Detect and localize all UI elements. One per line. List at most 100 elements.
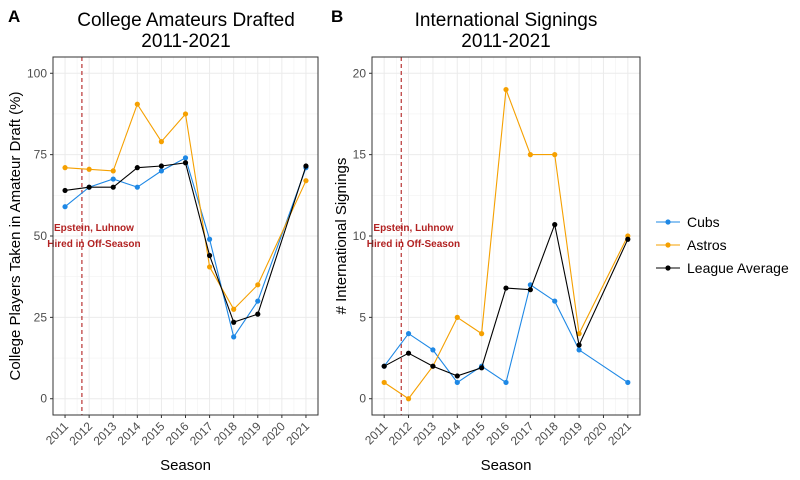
data-point-astros (381, 379, 387, 386)
series-line-astros (64, 102, 307, 311)
y-tick-label: 0 (359, 392, 366, 406)
data-point-cubs (552, 298, 558, 304)
data-point-cubs (182, 155, 189, 161)
x-tick-label: 2012 (66, 419, 95, 448)
data-point-astros (182, 111, 189, 117)
data-point-astros (405, 396, 412, 402)
y-tick-label: 10 (353, 229, 367, 243)
panel-label: B (331, 7, 343, 26)
data-point-league-average (86, 184, 92, 190)
data-point-astros (255, 282, 261, 288)
data-point-league-average (255, 311, 261, 317)
x-tick-label: 2017 (508, 419, 537, 448)
data-point-cubs (62, 204, 68, 210)
x-tick-label: 2019 (556, 419, 585, 448)
y-tick-label: 25 (34, 310, 48, 324)
data-point-astros (134, 101, 140, 107)
data-point-cubs (255, 298, 261, 304)
series-line-astros (383, 89, 629, 400)
data-point-league-average (405, 350, 412, 356)
legend: Cubs Astros League Average (656, 214, 789, 276)
y-tick-label: 75 (34, 148, 48, 162)
legend-key-point-cubs (665, 219, 671, 225)
data-point-astros (576, 331, 582, 337)
x-tick-label: 2018 (211, 419, 240, 448)
data-point-astros (454, 314, 460, 320)
data-point-league-average (62, 187, 68, 194)
series-line-league-average (383, 222, 629, 377)
data-point-astros (231, 306, 237, 312)
data-point-cubs (576, 347, 582, 353)
x-tick-label: 2016 (483, 419, 512, 448)
data-point-league-average (134, 165, 140, 171)
x-tick-label: 2015 (139, 419, 168, 448)
data-point-league-average (503, 285, 509, 291)
data-point-astros (503, 86, 509, 93)
data-point-astros (62, 165, 68, 171)
x-axis-title: Season (481, 457, 532, 474)
legend-key-point-astros (665, 242, 671, 248)
data-point-cubs (110, 176, 116, 182)
annotation-text: Epstein, Luhnow (373, 223, 453, 234)
data-point-league-average (303, 163, 309, 169)
x-tick-label: 2014 (115, 419, 144, 448)
data-point-cubs (231, 334, 237, 340)
x-tick-label: 2015 (459, 419, 488, 448)
data-point-league-average (110, 184, 116, 190)
data-point-astros (158, 139, 165, 145)
x-tick-label: 2020 (581, 419, 610, 448)
data-point-astros (552, 152, 558, 158)
data-point-cubs (158, 168, 165, 174)
legend-label-cubs: Cubs (687, 214, 720, 230)
chart-title-line: 2011-2021 (461, 31, 550, 52)
data-point-league-average (625, 236, 631, 242)
data-point-cubs (405, 331, 412, 337)
data-point-astros (527, 152, 533, 158)
x-tick-label: 2017 (187, 419, 216, 448)
series-line-cubs (383, 283, 629, 384)
annotation-text: Epstein, Luhnow (54, 223, 134, 234)
y-tick-label: 15 (353, 148, 367, 162)
y-tick-label: 0 (40, 392, 47, 406)
data-point-league-average (430, 363, 436, 369)
annotation-text: Hired in Off-Season (47, 239, 140, 250)
data-point-league-average (206, 252, 213, 259)
data-point-cubs (430, 347, 436, 353)
data-point-cubs (625, 379, 631, 386)
x-tick-label: 2011 (362, 419, 390, 447)
x-tick-label: 2012 (386, 419, 415, 448)
data-point-cubs (503, 379, 509, 386)
chart-title-line: International Signings (415, 10, 598, 31)
data-point-league-average (158, 163, 165, 169)
x-axis-title: Season (160, 457, 211, 474)
y-axis-title: College Players Taken in Amateur Draft (… (7, 91, 24, 380)
data-point-cubs (206, 236, 213, 242)
data-point-cubs (134, 184, 140, 190)
data-point-league-average (182, 160, 189, 166)
x-tick-label: 2020 (259, 419, 288, 448)
data-point-league-average (479, 365, 485, 371)
x-tick-label: 2016 (163, 419, 192, 448)
y-tick-label: 5 (359, 310, 366, 324)
data-point-league-average (552, 222, 558, 228)
y-axis-title: # International Signings (333, 158, 350, 315)
x-tick-label: 2021 (283, 419, 312, 448)
data-point-league-average (576, 342, 582, 348)
data-point-astros (206, 264, 213, 270)
data-point-astros (110, 168, 116, 174)
data-point-cubs (454, 379, 460, 386)
panel-label: A (8, 7, 20, 26)
annotation-text: Hired in Off-Season (367, 239, 460, 250)
data-point-astros (86, 166, 92, 172)
y-tick-label: 50 (34, 229, 48, 243)
x-tick-label: 2019 (235, 419, 264, 448)
y-tick-label: 100 (27, 66, 47, 80)
series-line-league-average (64, 162, 307, 323)
data-point-astros (479, 331, 485, 337)
x-tick-label: 2011 (43, 419, 71, 447)
chart-title-line: 2011-2021 (141, 31, 230, 52)
x-tick-label: 2013 (91, 419, 120, 448)
